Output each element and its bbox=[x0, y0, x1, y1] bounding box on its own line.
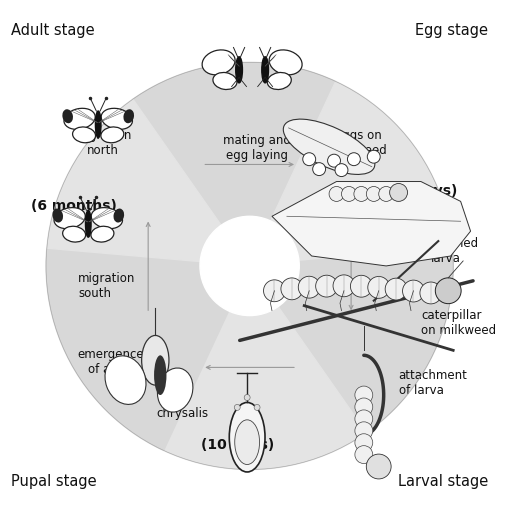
Circle shape bbox=[200, 216, 300, 315]
Circle shape bbox=[402, 280, 424, 302]
Polygon shape bbox=[133, 62, 336, 266]
Polygon shape bbox=[272, 182, 471, 266]
Ellipse shape bbox=[267, 73, 291, 90]
Circle shape bbox=[244, 395, 250, 400]
Circle shape bbox=[354, 186, 369, 201]
Text: newly
hatched
larva: newly hatched larva bbox=[431, 222, 479, 265]
Text: caterpillar
on milkweed: caterpillar on milkweed bbox=[421, 309, 496, 337]
Circle shape bbox=[342, 186, 356, 201]
Circle shape bbox=[385, 278, 407, 300]
Circle shape bbox=[355, 422, 373, 440]
Circle shape bbox=[281, 278, 303, 300]
Text: (10 days): (10 days) bbox=[201, 438, 274, 452]
Text: Larval stage: Larval stage bbox=[398, 474, 488, 489]
Ellipse shape bbox=[91, 207, 122, 229]
Circle shape bbox=[234, 404, 240, 411]
Text: attachment
of larva: attachment of larva bbox=[398, 369, 467, 397]
Ellipse shape bbox=[101, 127, 124, 143]
Text: chrysalis: chrysalis bbox=[157, 408, 209, 420]
Ellipse shape bbox=[269, 50, 302, 75]
Circle shape bbox=[298, 276, 320, 298]
Circle shape bbox=[335, 164, 348, 177]
Circle shape bbox=[368, 276, 390, 298]
Circle shape bbox=[367, 150, 380, 163]
Text: eggs on
milkweed: eggs on milkweed bbox=[330, 130, 387, 157]
Circle shape bbox=[254, 404, 260, 411]
Ellipse shape bbox=[142, 335, 169, 385]
Ellipse shape bbox=[73, 127, 96, 143]
Polygon shape bbox=[47, 99, 250, 266]
Ellipse shape bbox=[64, 109, 95, 130]
Circle shape bbox=[355, 445, 373, 463]
Text: Pupal stage: Pupal stage bbox=[11, 474, 97, 489]
Circle shape bbox=[366, 186, 381, 201]
Circle shape bbox=[355, 386, 373, 404]
Circle shape bbox=[355, 410, 373, 428]
Ellipse shape bbox=[105, 356, 146, 404]
Ellipse shape bbox=[236, 57, 243, 83]
Ellipse shape bbox=[123, 109, 134, 123]
Circle shape bbox=[420, 282, 442, 304]
Ellipse shape bbox=[234, 420, 260, 464]
Ellipse shape bbox=[283, 119, 375, 175]
Text: Adult stage: Adult stage bbox=[11, 23, 95, 38]
Circle shape bbox=[355, 434, 373, 452]
Ellipse shape bbox=[213, 73, 237, 90]
Circle shape bbox=[303, 153, 316, 166]
Text: mating and
egg laying: mating and egg laying bbox=[223, 134, 291, 162]
Ellipse shape bbox=[91, 226, 114, 242]
Circle shape bbox=[316, 275, 337, 297]
Ellipse shape bbox=[52, 208, 63, 223]
Polygon shape bbox=[250, 81, 453, 266]
Circle shape bbox=[390, 183, 408, 201]
Text: (14 days): (14 days) bbox=[384, 184, 458, 198]
Ellipse shape bbox=[101, 109, 133, 130]
Circle shape bbox=[379, 186, 394, 201]
Ellipse shape bbox=[154, 355, 166, 395]
Circle shape bbox=[355, 398, 373, 416]
Circle shape bbox=[350, 275, 372, 297]
Circle shape bbox=[435, 278, 461, 304]
Text: emergence
of adult: emergence of adult bbox=[77, 348, 144, 376]
Ellipse shape bbox=[157, 368, 193, 412]
Ellipse shape bbox=[229, 402, 265, 472]
Ellipse shape bbox=[86, 210, 91, 237]
Polygon shape bbox=[164, 266, 367, 470]
Ellipse shape bbox=[62, 109, 73, 123]
Ellipse shape bbox=[262, 57, 268, 83]
Text: migration
south: migration south bbox=[78, 272, 136, 300]
Circle shape bbox=[328, 154, 340, 167]
Ellipse shape bbox=[114, 208, 124, 223]
Circle shape bbox=[329, 186, 344, 201]
Text: migration
north: migration north bbox=[74, 130, 132, 157]
Text: (6 months): (6 months) bbox=[31, 199, 117, 214]
Polygon shape bbox=[250, 248, 453, 433]
Ellipse shape bbox=[202, 50, 235, 75]
Ellipse shape bbox=[95, 111, 101, 138]
Ellipse shape bbox=[54, 207, 86, 229]
Ellipse shape bbox=[62, 226, 86, 242]
Circle shape bbox=[366, 454, 391, 479]
Circle shape bbox=[333, 275, 355, 297]
Circle shape bbox=[264, 280, 285, 302]
Polygon shape bbox=[46, 248, 250, 451]
Circle shape bbox=[313, 163, 326, 176]
Text: Egg stage: Egg stage bbox=[415, 23, 488, 38]
Circle shape bbox=[348, 153, 360, 166]
